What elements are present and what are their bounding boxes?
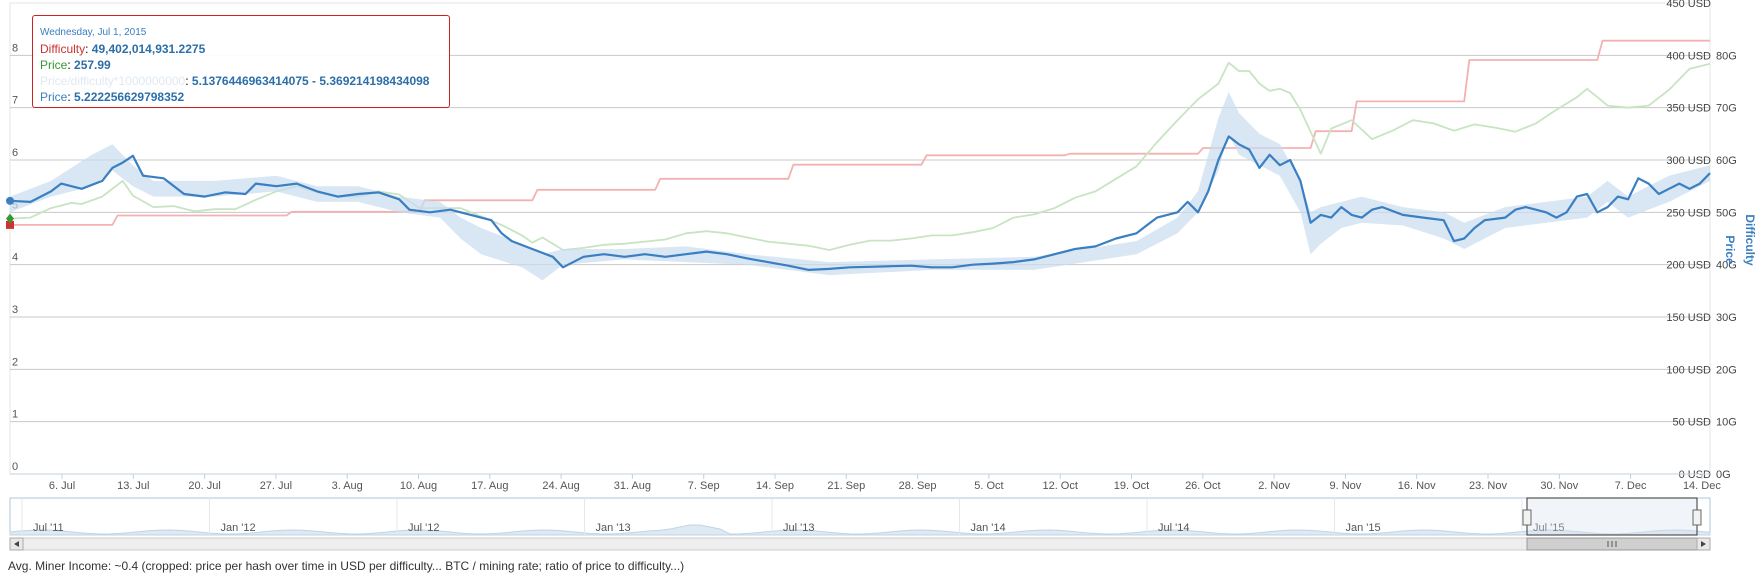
x-axis-tick-label: 2. Nov <box>1258 480 1290 492</box>
left-axis-tick-label: 8 <box>12 42 18 54</box>
series-difficulty-line <box>10 39 1710 226</box>
scroll-left-arrow-icon <box>14 541 19 547</box>
x-axis-tick-label: 23. Nov <box>1469 480 1507 492</box>
tooltip-ratio-row: Price/difficulty*1000000000: 5.137644696… <box>40 74 430 88</box>
x-axis-tick-label: 7. Dec <box>1615 480 1647 492</box>
navigator-label: Jul '14 <box>1158 522 1189 534</box>
x-axis-tick-label: 10. Aug <box>400 480 437 492</box>
price-axis-tick-label: 150 USD <box>1666 312 1711 324</box>
x-axis-tick-label: 28. Sep <box>899 480 937 492</box>
x-axis-tick-label: 16. Nov <box>1398 480 1436 492</box>
x-axis-tick-label: 6. Jul <box>49 480 75 492</box>
navigator-label: Jul '11 <box>33 522 64 534</box>
tooltip-fit-label: Price <box>40 90 68 104</box>
left-axis-tick-label: 1 <box>12 409 18 421</box>
difficulty-axis-tick-label: 30G <box>1716 312 1737 324</box>
difficulty-axis-tick-label: 50G <box>1716 207 1737 219</box>
x-axis-tick-label: 13. Jul <box>117 480 149 492</box>
left-axis-tick-label: 7 <box>12 95 18 107</box>
navigator-label: Jan '14 <box>971 522 1006 534</box>
difficulty-axis-title: Difficulty <box>1743 214 1757 266</box>
price-axis-tick-label: 250 USD <box>1666 207 1711 219</box>
tooltip-price-value: 257.99 <box>74 58 111 72</box>
x-axis-tick-label: 27. Jul <box>260 480 292 492</box>
footer-text: Avg. Miner Income: ~0.4 (cropped: price … <box>8 559 685 573</box>
x-axis-tick-label: 21. Sep <box>827 480 865 492</box>
x-axis-tick-label: 26. Oct <box>1185 480 1220 492</box>
tooltip-fit-value: 5.222256629798352 <box>74 90 185 104</box>
left-axis-tick-label: 4 <box>12 252 18 264</box>
price-axis-tick-label: 200 USD <box>1666 260 1711 272</box>
tooltip-price-row: Price: 257.99 <box>40 58 111 72</box>
tooltip-difficulty-label: Difficulty <box>40 42 86 56</box>
difficulty-axis-tick-label: 60G <box>1716 155 1737 167</box>
x-axis-tick-label: 7. Sep <box>688 480 720 492</box>
series-price-fit-line <box>9 135 1711 271</box>
left-axis-tick-label: 6 <box>12 147 18 159</box>
tooltip-difficulty-value: 49,402,014,931.2275 <box>91 42 206 56</box>
price-axis-tick-label: 350 USD <box>1666 103 1711 115</box>
navigator-label: Jul '12 <box>408 522 439 534</box>
tooltip-difficulty-row: Difficulty: 49,402,014,931.2275 <box>40 42 206 56</box>
tooltip-date: Wednesday, Jul 1, 2015 <box>40 27 147 38</box>
x-axis-tick-label: 14. Dec <box>1683 480 1721 492</box>
scrollbar-grip-icon <box>1607 541 1617 547</box>
x-axis-tick-label: 12. Oct <box>1042 480 1077 492</box>
price-axis-tick-label: 450 USD <box>1666 0 1711 10</box>
x-axis-tick-label: 9. Nov <box>1330 480 1362 492</box>
price-axis-tick-label: 300 USD <box>1666 155 1711 167</box>
price-axis-title: Price <box>1723 235 1737 265</box>
navigator-label: Jan '13 <box>596 522 631 534</box>
scrollbar-track[interactable] <box>9 537 1711 551</box>
chart-tooltip: Wednesday, Jul 1, 2015 Difficulty: 49,40… <box>32 15 450 108</box>
hover-marker-price <box>6 213 14 224</box>
tooltip-price-label: Price <box>40 58 68 72</box>
navigator-series-area <box>9 524 1711 536</box>
x-axis-tick-label: 17. Aug <box>471 480 508 492</box>
x-axis-tick-label: 19. Oct <box>1114 480 1149 492</box>
price-axis-tick-label: 0 USD <box>1679 469 1711 481</box>
difficulty-axis-tick-label: 10G <box>1716 417 1737 429</box>
navigator-label: Jul '15 <box>1533 522 1564 534</box>
tooltip-fit-row: Price: 5.222256629798352 <box>40 90 185 104</box>
navigator-frame <box>9 497 1711 536</box>
price-axis-tick-label: 400 USD <box>1666 50 1711 62</box>
navigator-left-handle[interactable] <box>1522 509 1532 526</box>
navigator-label: Jan '12 <box>221 522 256 534</box>
price-axis-tick-label: 50 USD <box>1672 417 1711 429</box>
x-axis-tick-label: 24. Aug <box>542 480 579 492</box>
left-axis-tick-label: 0 <box>12 461 18 473</box>
hover-marker-fit <box>6 196 14 205</box>
difficulty-axis-tick-label: 20G <box>1716 364 1737 376</box>
difficulty-axis-tick-label: 80G <box>1716 50 1737 62</box>
price-axis-tick-label: 100 USD <box>1666 364 1711 376</box>
difficulty-axis-tick-label: 40G <box>1716 260 1737 272</box>
left-axis-tick-label: 3 <box>12 304 18 316</box>
navigator-label: Jan '15 <box>1346 522 1381 534</box>
navigator-selected-range <box>1526 497 1698 536</box>
navigator-label: Jul '13 <box>783 522 814 534</box>
x-axis-tick-label: 5. Oct <box>974 480 1003 492</box>
x-axis-tick-label: 20. Jul <box>188 480 220 492</box>
hover-marker-difficulty <box>6 220 14 229</box>
navigator-right-handle[interactable] <box>1692 509 1702 526</box>
difficulty-axis-tick-label: 0G <box>1716 469 1731 481</box>
tooltip-ratio-label: Price/difficulty*1000000000 <box>40 74 186 88</box>
x-axis-tick-label: 14. Sep <box>756 480 794 492</box>
difficulty-axis-tick-label: 70G <box>1716 103 1737 115</box>
tooltip-ratio-value: 5.1376446963414075 - 5.369214198434098 <box>191 74 430 88</box>
x-axis-tick-label: 3. Aug <box>332 480 363 492</box>
x-axis-tick-label: 31. Aug <box>614 480 651 492</box>
series-ratio-band <box>10 92 1710 281</box>
x-axis-tick-label: 30. Nov <box>1540 480 1578 492</box>
scroll-right-arrow-icon <box>1701 541 1706 547</box>
left-axis-tick-label: 2 <box>12 356 18 368</box>
